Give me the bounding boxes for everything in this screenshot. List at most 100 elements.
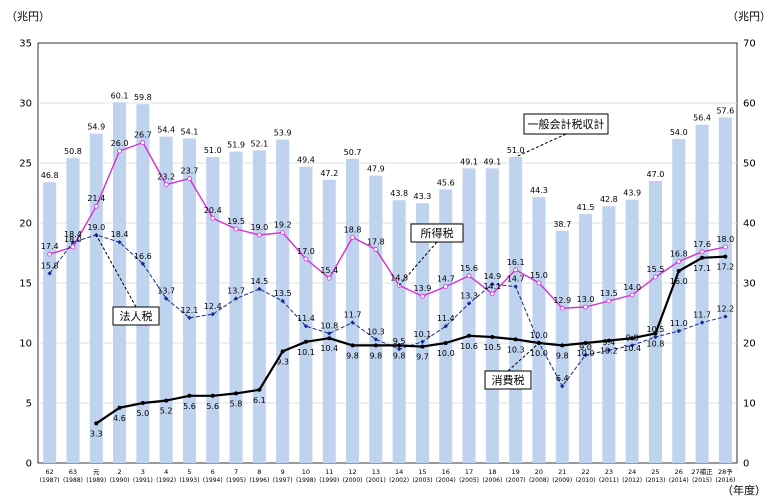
income-tax-label: 19.2 (274, 221, 292, 230)
x-tick-year: (2004) (436, 477, 456, 484)
data-point (443, 284, 449, 290)
corporate-tax-label: 9.4 (602, 338, 615, 347)
data-point (47, 271, 52, 276)
x-tick-year: (2010) (576, 477, 596, 484)
corporate-tax-label: 10.1 (414, 330, 432, 339)
callout-leader (95, 234, 137, 308)
x-tick-year: (1989) (86, 477, 106, 484)
data-point (443, 324, 448, 329)
data-point (700, 255, 705, 260)
data-point (163, 182, 169, 188)
right-tick-label: 40 (743, 219, 756, 230)
data-point (373, 337, 379, 342)
series-line-2 (49, 234, 726, 387)
left-tick-label: 0 (26, 459, 32, 470)
income-tax-label: 15.0 (530, 271, 548, 280)
consumption-tax-label: 5.2 (160, 407, 173, 416)
bar (509, 157, 523, 463)
bar-value-label: 49.1 (460, 157, 478, 166)
bar (113, 102, 127, 464)
x-tick-year: (2005) (459, 477, 479, 484)
bar-value-label: 51.0 (507, 146, 525, 155)
data-point (629, 292, 635, 298)
x-tick-label: 10 (302, 468, 310, 476)
consumption-tax-label: 5.8 (230, 399, 243, 408)
data-point (676, 258, 682, 264)
consumption-tax-label: 10.0 (577, 349, 595, 358)
consumption-tax-label: 9.7 (416, 353, 429, 362)
data-point (117, 148, 122, 154)
data-point (606, 348, 612, 353)
data-point (140, 400, 145, 405)
data-point (559, 305, 565, 311)
data-point (560, 384, 565, 389)
bar (625, 199, 639, 463)
data-point (93, 203, 99, 209)
bar (602, 206, 616, 463)
consumption-tax-label: 9.8 (556, 351, 569, 360)
bar-value-label: 47.9 (367, 165, 385, 174)
callout-leader (398, 241, 438, 286)
data-point (70, 240, 76, 245)
consumption-tax-label: 17.2 (716, 263, 734, 272)
data-point (676, 268, 681, 273)
consumption-tax-label: 10.4 (320, 344, 338, 353)
x-tick-label: 6 (211, 468, 215, 476)
income-tax-label: 20.4 (204, 206, 222, 215)
bar-value-label: 54.9 (87, 123, 105, 132)
x-tick-year: (2008) (529, 477, 549, 484)
corporate-tax-label: 18.4 (64, 230, 82, 239)
consumption-tax-label: 10.0 (437, 349, 455, 358)
x-tick-label: 27補正 (691, 467, 713, 476)
x-tick-label: 19 (512, 468, 520, 476)
corporate-tax-label: 12.4 (204, 302, 222, 311)
bar-value-label: 51.0 (204, 146, 222, 155)
x-tick-year: (2002) (389, 477, 409, 484)
data-point (257, 387, 262, 392)
callout-box (112, 306, 160, 326)
bar (392, 200, 406, 463)
right-tick-label: 60 (743, 99, 756, 110)
data-point (466, 273, 472, 279)
income-tax-label: 21.4 (87, 194, 105, 203)
bar-value-label: 43.3 (414, 192, 432, 201)
bar-value-label: 44.3 (530, 186, 548, 195)
bar-value-label: 41.5 (577, 203, 595, 212)
data-point (676, 328, 681, 334)
right-tick-label: 30 (743, 279, 756, 290)
data-point (723, 254, 728, 259)
data-point (280, 349, 285, 354)
corporate-tax-label: 12.2 (716, 305, 734, 314)
x-tick-year: (1993) (179, 477, 199, 484)
income-tax-label: 14.1 (483, 282, 501, 291)
consumption-tax-label: 9.8 (393, 351, 406, 360)
consumption-tax-label: 3.3 (90, 429, 103, 438)
data-point (187, 315, 192, 320)
x-tick-year: (1990) (110, 477, 130, 484)
data-point (699, 320, 705, 325)
bar (136, 104, 150, 463)
bar (252, 150, 266, 463)
left-tick-label: 5 (26, 399, 32, 410)
data-point (70, 244, 76, 250)
bar-value-label: 38.7 (553, 220, 571, 229)
x-tick-year: (1999) (319, 477, 339, 484)
corporate-tax-label: 10.3 (367, 327, 385, 336)
x-tick-year: (1994) (203, 477, 223, 484)
x-tick-year: (1988) (63, 477, 83, 484)
x-tick-label: 18 (488, 468, 496, 476)
income-tax-label: 13.5 (600, 289, 618, 298)
income-tax-label: 17.0 (297, 247, 315, 256)
corporate-tax-label: 16.6 (134, 252, 152, 261)
income-tax-label: 12.9 (553, 296, 571, 305)
bar-value-label: 49.4 (297, 156, 315, 165)
bar-value-label: 59.8 (134, 93, 152, 102)
data-point (653, 334, 658, 340)
income-tax-label: 14.7 (437, 275, 455, 284)
income-tax-label: 16.8 (670, 249, 688, 258)
data-point (630, 336, 635, 341)
right-tick-label: 20 (743, 339, 756, 350)
bar-value-label: 54.1 (181, 127, 199, 136)
consumption-tax-label: 10.3 (507, 345, 525, 354)
data-point (583, 340, 588, 345)
